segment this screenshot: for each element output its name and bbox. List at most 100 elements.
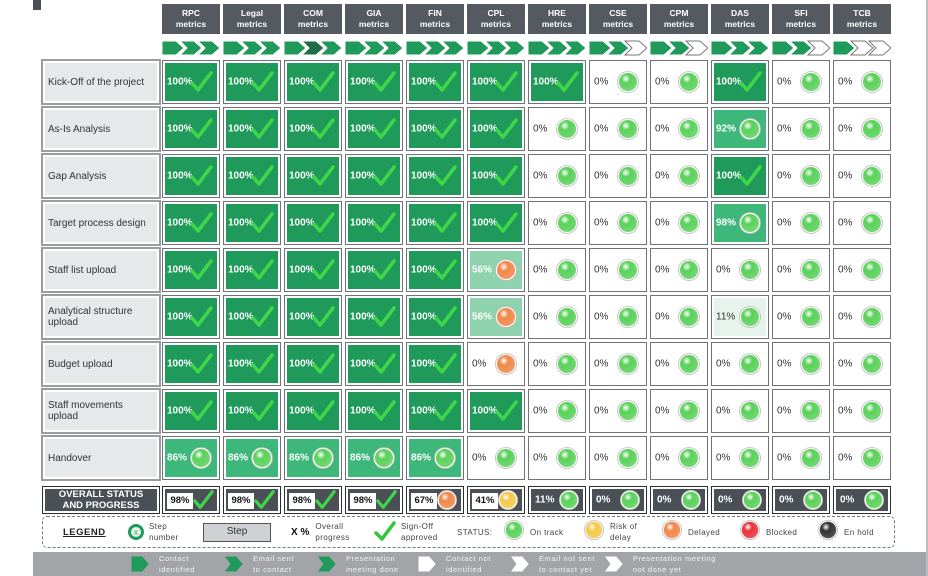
status-cell[interactable]: 100% — [345, 295, 403, 339]
status-cell[interactable]: 0% — [772, 248, 830, 292]
status-cell[interactable]: 0% — [833, 154, 891, 198]
status-cell[interactable]: 98% — [711, 201, 769, 245]
overall-cell[interactable]: 0% — [711, 486, 769, 514]
status-cell[interactable]: 56% — [467, 295, 525, 339]
status-cell[interactable]: 100% — [467, 60, 525, 104]
status-cell[interactable]: 100% — [284, 389, 342, 433]
status-cell[interactable]: 100% — [284, 60, 342, 104]
status-cell[interactable]: 0% — [650, 154, 708, 198]
status-cell[interactable]: 0% — [833, 342, 891, 386]
status-cell[interactable]: 100% — [406, 201, 464, 245]
status-cell[interactable]: 0% — [711, 342, 769, 386]
overall-cell[interactable]: 11% — [528, 486, 586, 514]
status-cell[interactable]: 56% — [467, 248, 525, 292]
status-cell[interactable]: 0% — [528, 389, 586, 433]
status-cell[interactable]: 100% — [284, 201, 342, 245]
status-cell[interactable]: 0% — [772, 201, 830, 245]
status-cell[interactable]: 0% — [528, 248, 586, 292]
status-cell[interactable]: 86% — [162, 436, 220, 480]
status-cell[interactable]: 0% — [772, 436, 830, 480]
status-cell[interactable]: 100% — [467, 389, 525, 433]
status-cell[interactable]: 100% — [223, 295, 281, 339]
status-cell[interactable]: 100% — [223, 389, 281, 433]
status-cell[interactable]: 86% — [345, 436, 403, 480]
status-cell[interactable]: 100% — [406, 154, 464, 198]
status-cell[interactable]: 100% — [406, 60, 464, 104]
status-cell[interactable]: 100% — [345, 201, 403, 245]
status-cell[interactable]: 100% — [345, 60, 403, 104]
overall-cell[interactable]: 67% — [406, 486, 464, 514]
status-cell[interactable]: 0% — [833, 201, 891, 245]
status-cell[interactable]: 0% — [833, 107, 891, 151]
status-cell[interactable]: 0% — [772, 107, 830, 151]
status-cell[interactable]: 0% — [650, 436, 708, 480]
status-cell[interactable]: 0% — [650, 248, 708, 292]
status-cell[interactable]: 100% — [406, 107, 464, 151]
status-cell[interactable]: 100% — [162, 201, 220, 245]
overall-cell[interactable]: 98% — [162, 486, 220, 514]
status-cell[interactable]: 0% — [650, 201, 708, 245]
status-cell[interactable]: 92% — [711, 107, 769, 151]
status-cell[interactable]: 0% — [589, 389, 647, 433]
status-cell[interactable]: 100% — [345, 107, 403, 151]
status-cell[interactable]: 100% — [467, 154, 525, 198]
status-cell[interactable]: 100% — [284, 295, 342, 339]
status-cell[interactable]: 0% — [650, 389, 708, 433]
status-cell[interactable]: 0% — [589, 107, 647, 151]
status-cell[interactable]: 0% — [467, 342, 525, 386]
status-cell[interactable]: 0% — [772, 389, 830, 433]
status-cell[interactable]: 0% — [650, 60, 708, 104]
overall-cell[interactable]: 0% — [772, 486, 830, 514]
status-cell[interactable]: 0% — [650, 295, 708, 339]
status-cell[interactable]: 0% — [833, 60, 891, 104]
status-cell[interactable]: 0% — [711, 248, 769, 292]
status-cell[interactable]: 100% — [711, 154, 769, 198]
overall-cell[interactable]: 0% — [650, 486, 708, 514]
overall-cell[interactable]: 0% — [833, 486, 891, 514]
status-cell[interactable]: 0% — [772, 342, 830, 386]
status-cell[interactable]: 100% — [711, 60, 769, 104]
status-cell[interactable]: 100% — [162, 107, 220, 151]
overall-cell[interactable]: 41% — [467, 486, 525, 514]
status-cell[interactable]: 86% — [284, 436, 342, 480]
status-cell[interactable]: 0% — [833, 248, 891, 292]
status-cell[interactable]: 100% — [345, 154, 403, 198]
status-cell[interactable]: 100% — [406, 248, 464, 292]
status-cell[interactable]: 100% — [223, 154, 281, 198]
status-cell[interactable]: 86% — [406, 436, 464, 480]
overall-cell[interactable]: 0% — [589, 486, 647, 514]
status-cell[interactable]: 100% — [284, 342, 342, 386]
status-cell[interactable]: 100% — [528, 60, 586, 104]
status-cell[interactable]: 100% — [406, 389, 464, 433]
status-cell[interactable]: 86% — [223, 436, 281, 480]
status-cell[interactable]: 100% — [223, 107, 281, 151]
status-cell[interactable]: 100% — [162, 248, 220, 292]
status-cell[interactable]: 100% — [223, 248, 281, 292]
status-cell[interactable]: 100% — [223, 60, 281, 104]
status-cell[interactable]: 0% — [589, 436, 647, 480]
status-cell[interactable]: 0% — [772, 295, 830, 339]
status-cell[interactable]: 100% — [223, 342, 281, 386]
status-cell[interactable]: 100% — [467, 107, 525, 151]
status-cell[interactable]: 100% — [162, 295, 220, 339]
status-cell[interactable]: 100% — [345, 389, 403, 433]
status-cell[interactable]: 0% — [711, 389, 769, 433]
status-cell[interactable]: 0% — [589, 154, 647, 198]
overall-cell[interactable]: 98% — [284, 486, 342, 514]
status-cell[interactable]: 0% — [528, 436, 586, 480]
status-cell[interactable]: 0% — [528, 342, 586, 386]
status-cell[interactable]: 100% — [345, 248, 403, 292]
status-cell[interactable]: 0% — [589, 295, 647, 339]
status-cell[interactable]: 0% — [833, 436, 891, 480]
status-cell[interactable]: 0% — [528, 201, 586, 245]
status-cell[interactable]: 0% — [589, 248, 647, 292]
status-cell[interactable]: 100% — [406, 295, 464, 339]
status-cell[interactable]: 0% — [528, 295, 586, 339]
status-cell[interactable]: 100% — [162, 60, 220, 104]
status-cell[interactable]: 0% — [772, 60, 830, 104]
status-cell[interactable]: 100% — [223, 201, 281, 245]
status-cell[interactable]: 0% — [528, 107, 586, 151]
status-cell[interactable]: 0% — [772, 154, 830, 198]
status-cell[interactable]: 100% — [467, 201, 525, 245]
status-cell[interactable]: 0% — [833, 295, 891, 339]
